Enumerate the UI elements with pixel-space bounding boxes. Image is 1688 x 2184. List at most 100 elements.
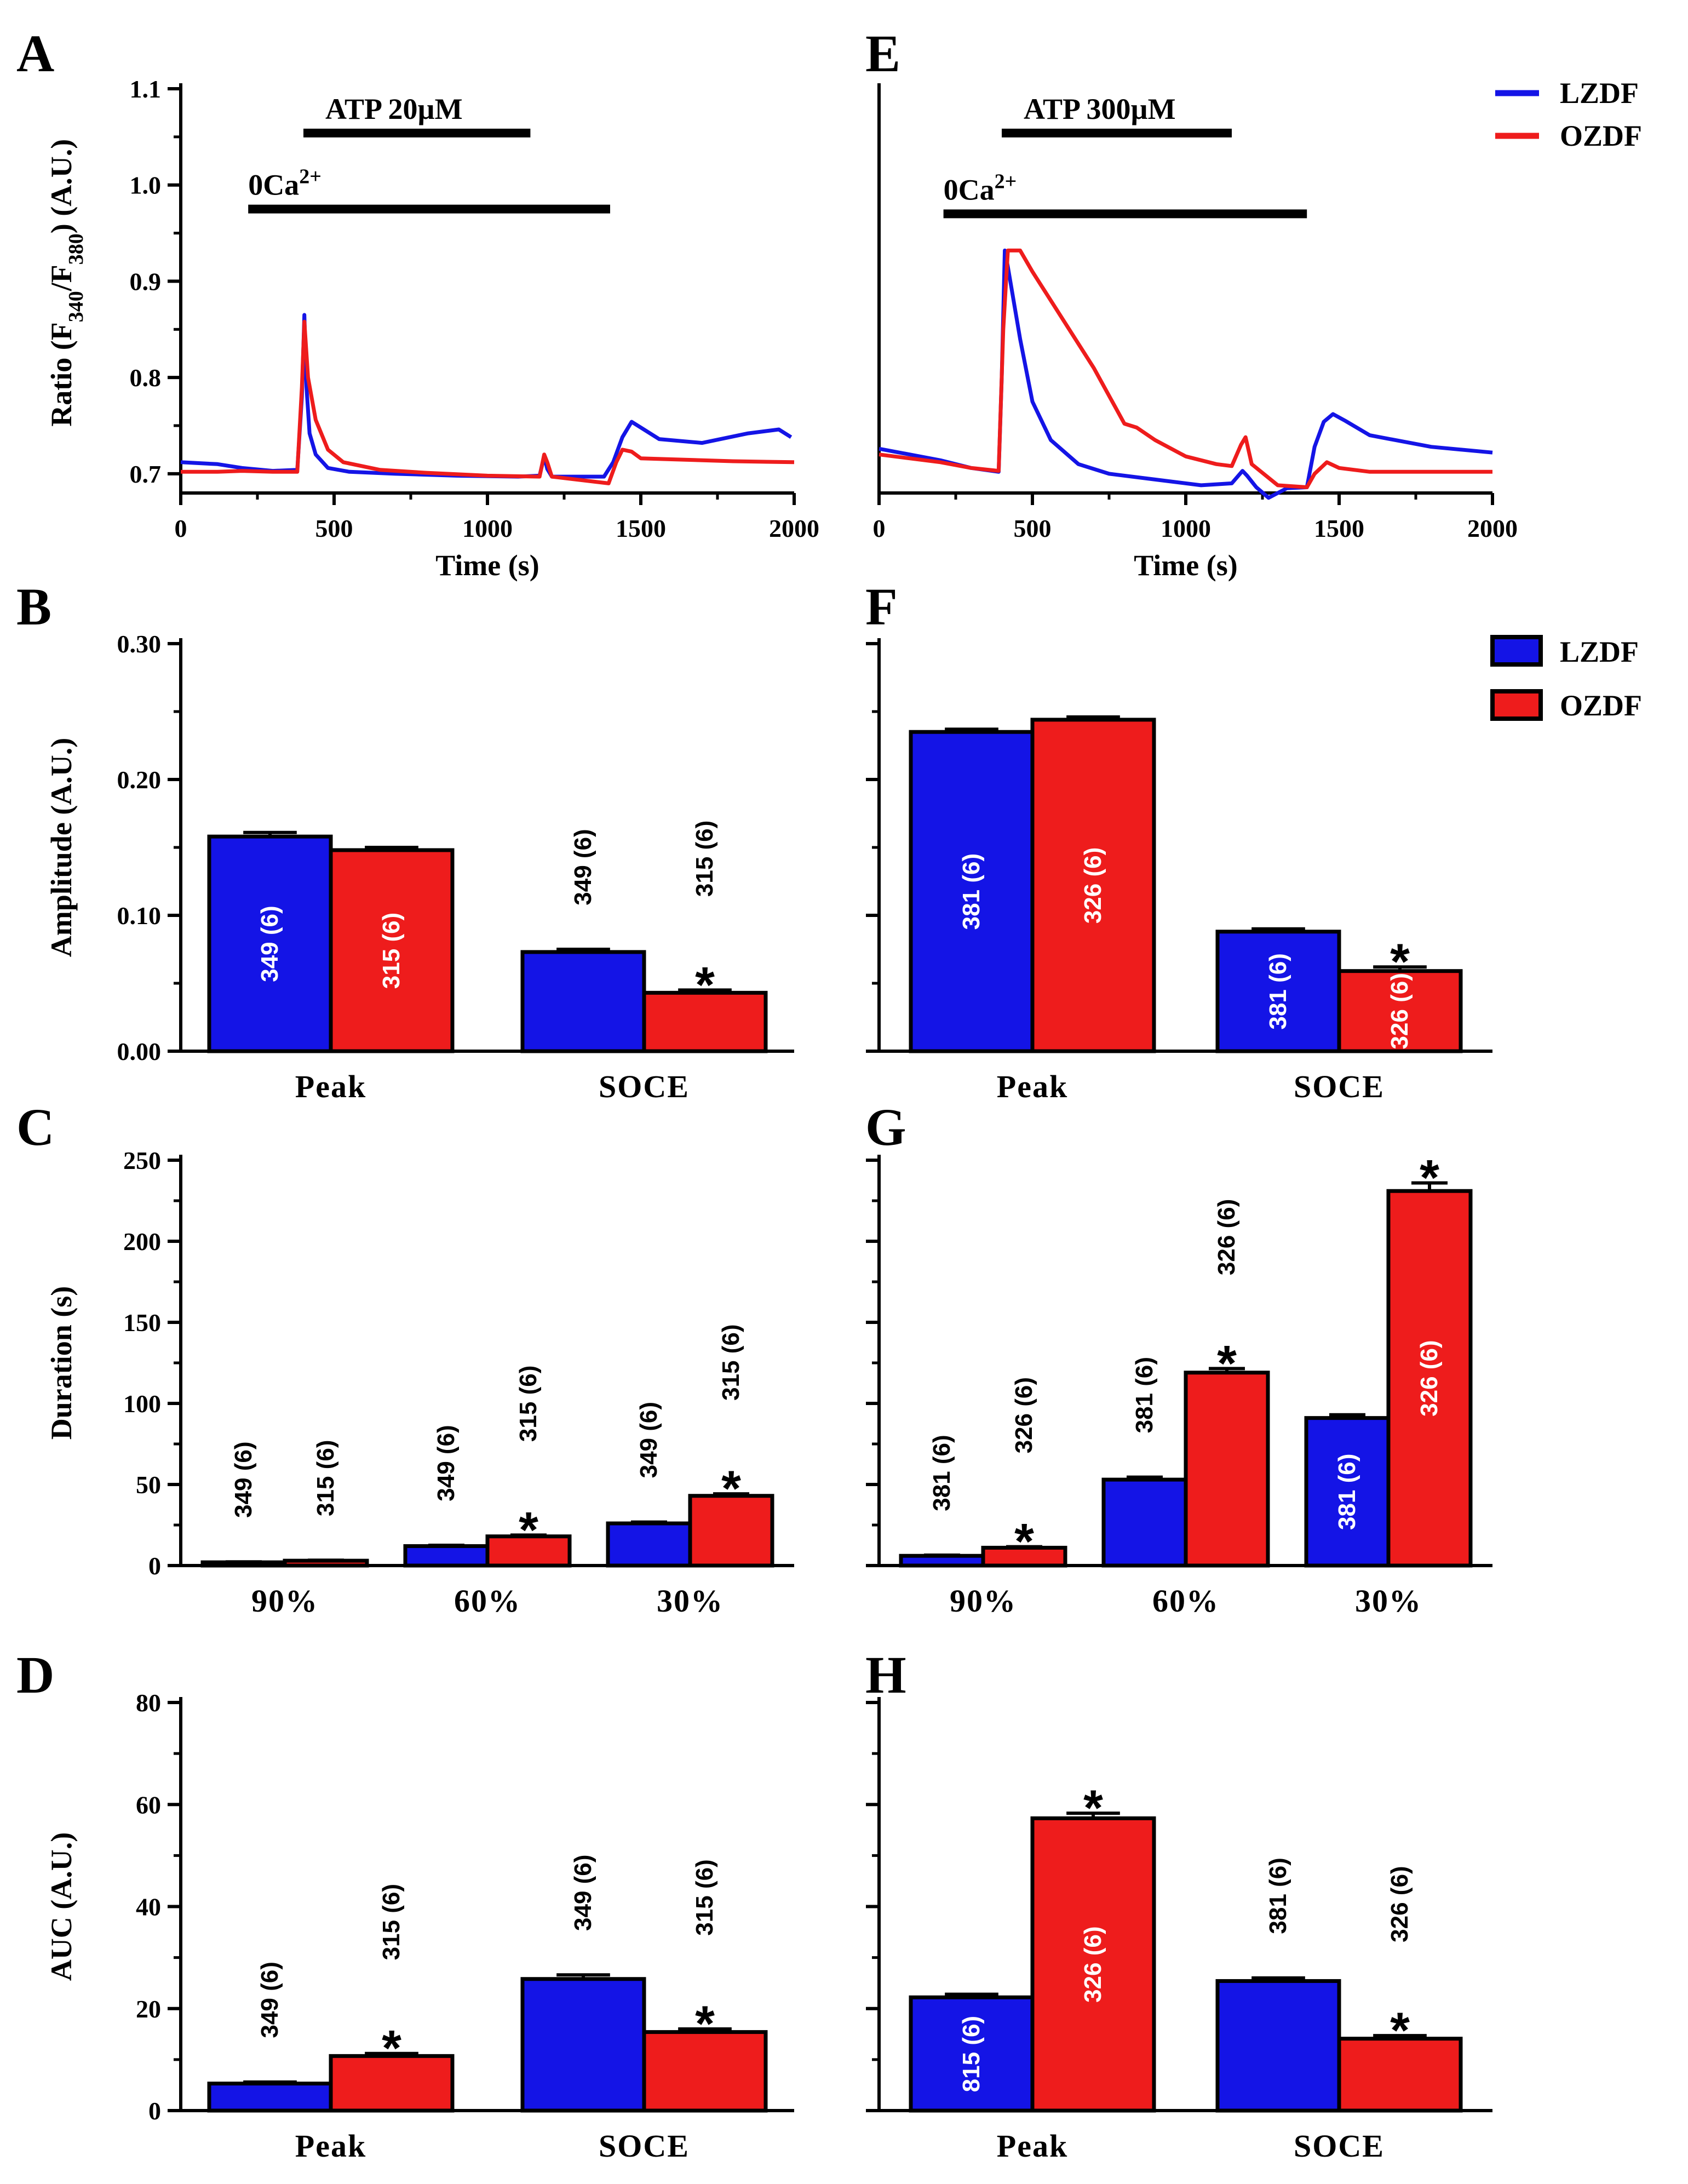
bar-ozdf (485, 1534, 572, 1568)
y-tick-label: 40 (136, 1893, 161, 1921)
significance-star: * (1083, 1780, 1103, 1836)
legend-line: LZDF OZDF (1495, 77, 1642, 152)
bar-lzdf (606, 1521, 692, 1568)
y-tick-label: 150 (123, 1309, 161, 1337)
n-label: 326 (6) (1416, 1340, 1443, 1416)
bar-ozdf (1337, 2037, 1463, 2113)
n-label: 315 (6) (691, 821, 718, 897)
n-label: 381 (6) (1131, 1357, 1158, 1433)
n-label: 326 (6) (1080, 847, 1106, 924)
y-axis-title-part: 340 (65, 291, 88, 322)
y-tick-label: 0.20 (117, 766, 162, 794)
significance-star: * (1390, 934, 1410, 990)
significance-star: * (382, 2021, 401, 2077)
y-tick-label: 50 (136, 1471, 161, 1499)
n-label: 381 (6) (1265, 1858, 1291, 1934)
category-label: 60% (1152, 1583, 1219, 1619)
n-label: 381 (6) (958, 853, 985, 930)
y-tick-label: 0.30 (117, 630, 162, 658)
n-label: 326 (6) (1080, 1926, 1106, 2002)
treatment-label-sup: 2+ (299, 165, 321, 188)
treatment-label-sup: 2+ (995, 170, 1017, 193)
y-axis-title: AUC (A.U.) (45, 1832, 78, 1981)
y-axis-title-part: 380 (65, 233, 88, 265)
x-tick-label: 2000 (1467, 514, 1518, 542)
panel-label-e: E (865, 24, 900, 83)
significance-star: * (721, 1461, 741, 1517)
category-label: SOCE (599, 2128, 690, 2164)
y-tick-label: 0 (148, 2097, 161, 2125)
bar-lzdf (403, 1544, 490, 1568)
n-label: 349 (6) (635, 1402, 662, 1478)
bar-ozdf (1030, 718, 1156, 1053)
bar-ozdf (1030, 1816, 1156, 2113)
x-tick-label: 1500 (616, 514, 666, 542)
bar-lzdf (1304, 1416, 1391, 1568)
x-axis-title: Time (s) (1134, 549, 1237, 582)
y-tick-label: 1.1 (130, 75, 162, 103)
category-label: Peak (295, 1069, 366, 1104)
x-tick-label: 1500 (1314, 514, 1364, 542)
y-tick-label: 80 (136, 1689, 161, 1717)
y-tick-label: 200 (123, 1228, 161, 1256)
legend-bar: LZDF OZDF (1490, 635, 1642, 722)
legend-bar-ozdf-label: OZDF (1560, 689, 1642, 722)
series-line-ozdf (181, 319, 795, 485)
bar-ozdf (688, 1494, 774, 1568)
bar-lzdf (899, 1554, 985, 1568)
panel-label-g: G (865, 1098, 906, 1156)
category-label: SOCE (599, 1069, 690, 1104)
bar-ozdf (642, 990, 768, 1053)
bar-lzdf (520, 1977, 646, 2113)
y-tick-label: 100 (123, 1390, 161, 1418)
legend-line-lzdf-label: LZDF (1560, 77, 1639, 110)
x-tick-label: 1000 (1161, 514, 1211, 542)
n-label: 326 (6) (1386, 973, 1413, 1049)
significance-star: * (519, 1502, 538, 1558)
y-tick-label: 0.00 (117, 1037, 162, 1065)
n-label: 381 (6) (1265, 953, 1291, 1029)
y-axis-title: Ratio (F340/F380) (A.U.) (45, 139, 88, 427)
panel-label-c: C (16, 1098, 54, 1156)
treatment-label: ATP 300µM (1024, 93, 1176, 125)
panel-label-f: F (865, 577, 898, 636)
panel-label-b: B (16, 577, 51, 636)
y-tick-label: 1.0 (130, 171, 162, 199)
category-label: 60% (454, 1583, 521, 1619)
bar-lzdf (1215, 930, 1341, 1053)
legend-bar-ozdf-swatch (1490, 689, 1543, 721)
bar-lzdf (1101, 1477, 1188, 1568)
category-label: 30% (1355, 1583, 1422, 1619)
bar-lzdf (1215, 1979, 1341, 2113)
legend-bar-lzdf-swatch (1490, 635, 1543, 667)
significance-star: * (1420, 1150, 1439, 1206)
bar-ozdf (329, 848, 455, 1053)
panel-label-h: H (865, 1646, 906, 1704)
bar-ozdf (981, 1545, 1067, 1568)
x-tick-label: 2000 (769, 514, 819, 542)
bar-ozdf (642, 2030, 768, 2113)
n-label: 381 (6) (928, 1435, 955, 1511)
y-tick-label: 20 (136, 1995, 161, 2023)
n-label: 349 (6) (433, 1425, 460, 1501)
bar-ozdf (1184, 1371, 1270, 1568)
n-label: 349 (6) (570, 1855, 596, 1931)
y-axis-title-part: /F (45, 265, 78, 291)
significance-star: * (1390, 2003, 1410, 2059)
n-label: 349 (6) (256, 1962, 283, 2038)
panel-d: D 0 20 40 60 80 AUC (A.U.) Peak 349 (6) 315 (6) * S… (16, 1646, 794, 2164)
y-axis-title: Amplitude (A.U.) (45, 738, 78, 958)
panel-label-a: A (16, 24, 54, 83)
category-label: Peak (295, 2128, 366, 2164)
n-label: 315 (6) (717, 1324, 744, 1400)
category-label: SOCE (1294, 1069, 1385, 1104)
n-label: 326 (6) (1386, 1866, 1413, 1942)
category-label: Peak (997, 1069, 1068, 1104)
n-label: 326 (6) (1010, 1377, 1037, 1453)
n-label: 315 (6) (378, 1884, 405, 1960)
y-axis-title-part: Ratio (F (45, 322, 78, 426)
n-label: 315 (6) (515, 1366, 542, 1442)
